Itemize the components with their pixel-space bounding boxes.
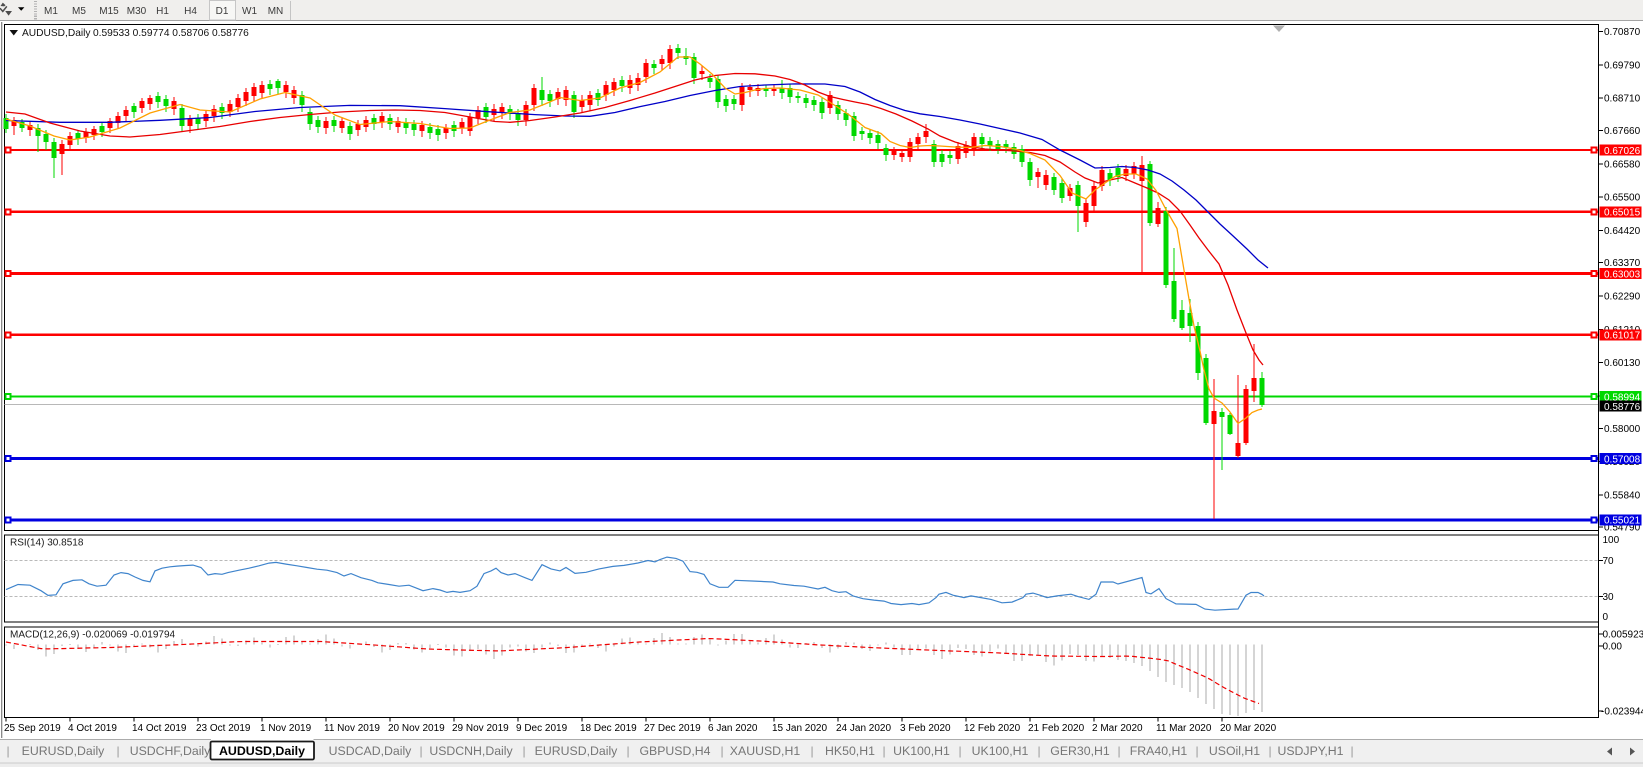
svg-text:USDCAD,Daily: USDCAD,Daily <box>329 744 413 758</box>
svg-text:AUDUSD,Daily: AUDUSD,Daily <box>219 744 305 758</box>
svg-text:AUDUSD,Daily: AUDUSD,Daily <box>22 28 91 39</box>
svg-text:6 Jan 2020: 6 Jan 2020 <box>708 723 758 734</box>
svg-text:D1: D1 <box>216 6 229 17</box>
svg-text:9 Dec 2019: 9 Dec 2019 <box>516 723 568 734</box>
svg-text:3 Feb 2020: 3 Feb 2020 <box>900 723 951 734</box>
svg-text:UK100,H1: UK100,H1 <box>893 744 950 758</box>
svg-text:MN: MN <box>268 6 284 17</box>
svg-text:0.67660: 0.67660 <box>1604 126 1641 137</box>
svg-text:|: | <box>6 744 9 758</box>
svg-text:MACD(12,26,9) -0.020069 -0.019: MACD(12,26,9) -0.020069 -0.019794 <box>10 630 176 641</box>
svg-text:HK50,H1: HK50,H1 <box>825 744 875 758</box>
svg-text:0.55840: 0.55840 <box>1604 490 1641 501</box>
svg-text:EURUSD,Daily: EURUSD,Daily <box>535 744 619 758</box>
svg-text:12 Feb 2020: 12 Feb 2020 <box>964 723 1021 734</box>
svg-text:|: | <box>720 744 723 758</box>
svg-text:18 Dec 2019: 18 Dec 2019 <box>580 723 637 734</box>
svg-text:RSI(14) 30.8518: RSI(14) 30.8518 <box>10 538 84 549</box>
svg-text:0.64420: 0.64420 <box>1604 226 1641 237</box>
svg-text:0.00: 0.00 <box>1603 641 1623 652</box>
svg-text:0.55021: 0.55021 <box>1604 516 1641 527</box>
svg-text:0.70870: 0.70870 <box>1604 27 1641 38</box>
svg-text:-0.023944: -0.023944 <box>1601 707 1643 718</box>
svg-text:0: 0 <box>1603 612 1609 623</box>
svg-text:USDJPY,H1: USDJPY,H1 <box>1277 744 1343 758</box>
svg-text:11 Mar 2020: 11 Mar 2020 <box>1156 723 1212 734</box>
svg-text:|: | <box>1195 744 1198 758</box>
svg-text:M1: M1 <box>44 6 58 17</box>
svg-text:M30: M30 <box>127 6 147 17</box>
svg-text:0.54790: 0.54790 <box>1604 523 1641 534</box>
svg-text:0.66580: 0.66580 <box>1604 159 1641 170</box>
svg-text:0.65500: 0.65500 <box>1604 193 1641 204</box>
svg-text:27 Dec 2019: 27 Dec 2019 <box>644 723 701 734</box>
svg-text:H4: H4 <box>184 6 197 17</box>
svg-text:23 Oct 2019: 23 Oct 2019 <box>196 723 251 734</box>
svg-text:0.59533 0.59774 0.58706 0.5877: 0.59533 0.59774 0.58706 0.58776 <box>93 28 249 39</box>
svg-text:|: | <box>1268 744 1271 758</box>
svg-text:100: 100 <box>1603 535 1620 546</box>
svg-text:0.69790: 0.69790 <box>1604 60 1641 71</box>
svg-text:14 Oct 2019: 14 Oct 2019 <box>132 723 187 734</box>
svg-text:0.58994: 0.58994 <box>1604 392 1641 403</box>
svg-text:USDCNH,Daily: USDCNH,Daily <box>429 744 513 758</box>
svg-text:0.63370: 0.63370 <box>1604 258 1641 269</box>
svg-text:0.60130: 0.60130 <box>1604 358 1641 369</box>
svg-text:0.68710: 0.68710 <box>1604 94 1641 105</box>
svg-text:FRA40,H1: FRA40,H1 <box>1130 744 1188 758</box>
svg-text:4 Oct 2019: 4 Oct 2019 <box>68 723 117 734</box>
svg-text:M5: M5 <box>72 6 86 17</box>
svg-text:20 Mar 2020: 20 Mar 2020 <box>1220 723 1277 734</box>
svg-text:70: 70 <box>1603 556 1615 567</box>
svg-text:29 Nov 2019: 29 Nov 2019 <box>452 723 509 734</box>
svg-text:15 Jan 2020: 15 Jan 2020 <box>772 723 827 734</box>
svg-text:UK100,H1: UK100,H1 <box>972 744 1029 758</box>
svg-text:|: | <box>958 744 961 758</box>
svg-text:USDCHF,Daily: USDCHF,Daily <box>130 744 211 758</box>
svg-text:|: | <box>522 744 525 758</box>
svg-text:GBPUSD,H4: GBPUSD,H4 <box>639 744 710 758</box>
svg-text:20 Nov 2019: 20 Nov 2019 <box>388 723 445 734</box>
svg-text:M15: M15 <box>99 6 119 17</box>
svg-text:|: | <box>419 744 422 758</box>
svg-text:GER30,H1: GER30,H1 <box>1050 744 1110 758</box>
svg-text:W1: W1 <box>242 6 257 17</box>
svg-text:USOil,H1: USOil,H1 <box>1209 744 1260 758</box>
svg-text:0.58000: 0.58000 <box>1604 424 1641 435</box>
svg-text:1 Nov 2019: 1 Nov 2019 <box>260 723 312 734</box>
svg-text:|: | <box>116 744 119 758</box>
svg-text:EURUSD,Daily: EURUSD,Daily <box>22 744 106 758</box>
svg-text:|: | <box>882 744 885 758</box>
svg-text:21 Feb 2020: 21 Feb 2020 <box>1028 723 1085 734</box>
svg-text:0.57008: 0.57008 <box>1604 454 1641 465</box>
svg-text:0.62290: 0.62290 <box>1604 292 1641 303</box>
svg-text:|: | <box>1037 744 1040 758</box>
svg-text:|: | <box>626 744 629 758</box>
svg-text:|: | <box>1350 744 1353 758</box>
svg-text:24 Jan 2020: 24 Jan 2020 <box>836 723 891 734</box>
svg-text:XAUUSD,H1: XAUUSD,H1 <box>730 744 801 758</box>
svg-text:H1: H1 <box>156 6 169 17</box>
svg-text:|: | <box>810 744 813 758</box>
svg-text:0.65015: 0.65015 <box>1604 208 1641 219</box>
svg-text:0.67026: 0.67026 <box>1604 146 1641 157</box>
svg-text:0.005923: 0.005923 <box>1603 629 1643 640</box>
svg-text:25 Sep 2019: 25 Sep 2019 <box>4 723 61 734</box>
svg-text:0.61017: 0.61017 <box>1604 331 1641 342</box>
svg-text:0.58776: 0.58776 <box>1604 402 1641 413</box>
svg-text:11 Nov 2019: 11 Nov 2019 <box>324 723 380 734</box>
svg-text:|: | <box>1117 744 1120 758</box>
svg-text:30: 30 <box>1603 592 1615 603</box>
svg-text:0.63003: 0.63003 <box>1604 269 1641 280</box>
svg-text:2 Mar 2020: 2 Mar 2020 <box>1092 723 1143 734</box>
